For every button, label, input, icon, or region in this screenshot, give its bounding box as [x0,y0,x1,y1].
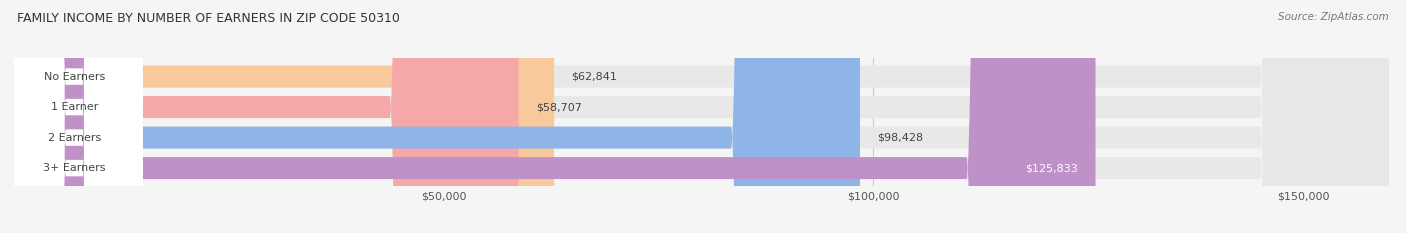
Text: $125,833: $125,833 [1025,163,1078,173]
Text: No Earners: No Earners [44,72,105,82]
Text: FAMILY INCOME BY NUMBER OF EARNERS IN ZIP CODE 50310: FAMILY INCOME BY NUMBER OF EARNERS IN ZI… [17,12,399,25]
FancyBboxPatch shape [14,0,554,233]
FancyBboxPatch shape [6,0,143,233]
FancyBboxPatch shape [14,0,1095,233]
Text: 2 Earners: 2 Earners [48,133,101,143]
FancyBboxPatch shape [14,0,1389,233]
Text: $62,841: $62,841 [571,72,617,82]
Text: 3+ Earners: 3+ Earners [44,163,105,173]
FancyBboxPatch shape [14,0,1389,233]
FancyBboxPatch shape [14,0,1389,233]
Text: $58,707: $58,707 [536,102,582,112]
FancyBboxPatch shape [6,0,143,233]
FancyBboxPatch shape [14,0,1389,233]
FancyBboxPatch shape [14,0,519,233]
FancyBboxPatch shape [14,0,860,233]
Text: Source: ZipAtlas.com: Source: ZipAtlas.com [1278,12,1389,22]
Text: $98,428: $98,428 [877,133,924,143]
FancyBboxPatch shape [6,0,143,233]
Text: 1 Earner: 1 Earner [51,102,98,112]
FancyBboxPatch shape [6,0,143,233]
